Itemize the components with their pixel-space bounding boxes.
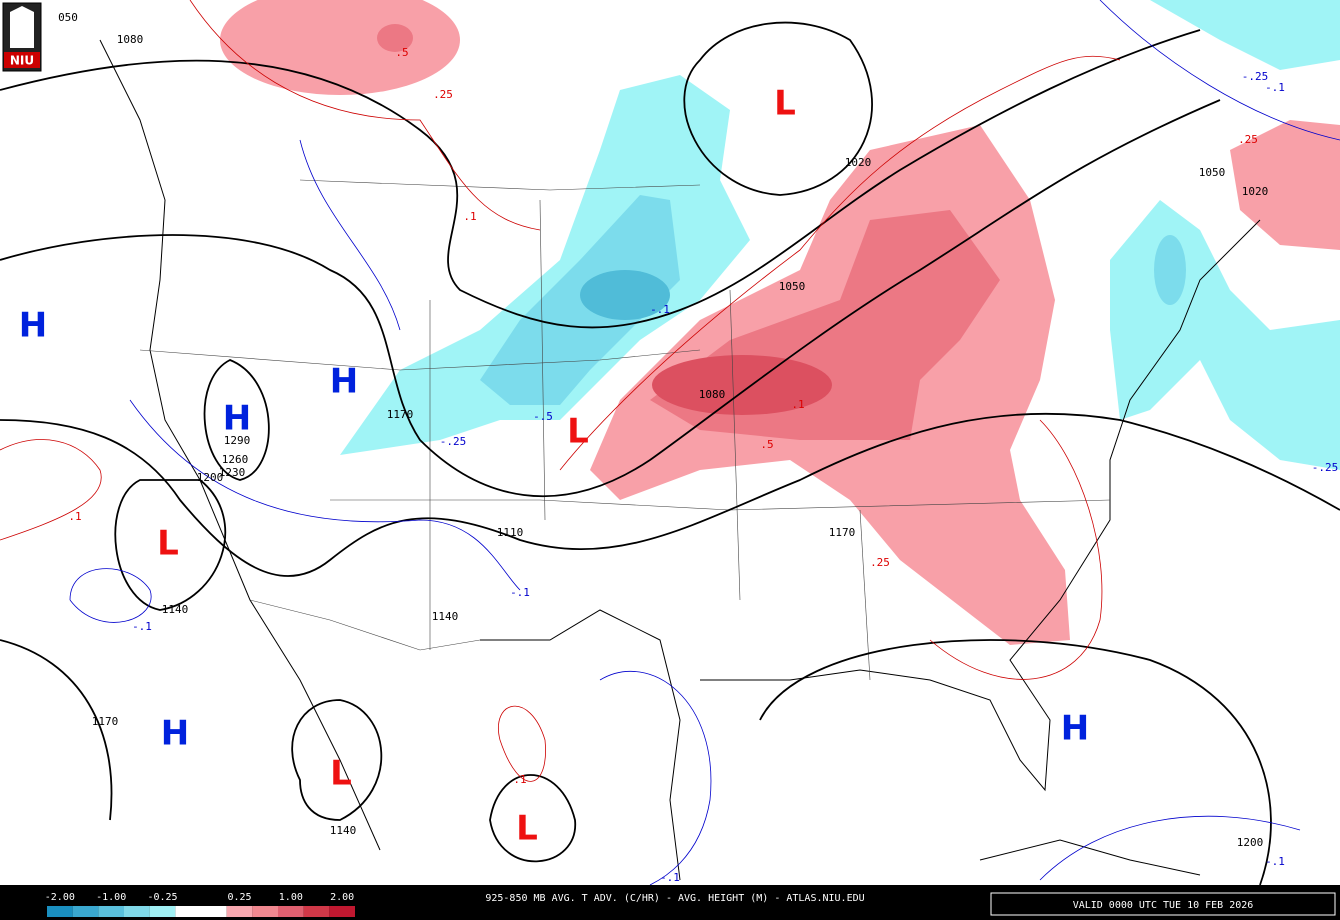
- height-label: 1110: [497, 526, 524, 539]
- height-label: 1140: [162, 603, 189, 616]
- legend-swatch: [252, 906, 278, 917]
- height-label: 1050: [1199, 166, 1226, 179]
- legend-label: 2.00: [330, 892, 354, 903]
- logo: NIU: [2, 2, 42, 72]
- legend-swatch: [278, 906, 304, 917]
- pressure-center: H: [161, 714, 189, 754]
- legend-label: 0.25: [227, 892, 251, 903]
- legend-label: -0.25: [147, 892, 177, 903]
- legend-swatch: [329, 906, 355, 917]
- warm-label: .1: [513, 773, 526, 786]
- hl-group: H H H H H L L L L L: [19, 84, 1089, 849]
- pressure-center: L: [330, 754, 352, 794]
- borders: [139, 179, 1111, 681]
- legend-swatch: [149, 906, 176, 917]
- cold-label-group: -.1 -.5 -.25 -.1 -.1 -.25 -.1 -.25 -.1 -…: [132, 70, 1338, 884]
- warm-label: .1: [791, 398, 804, 411]
- map-title: 925-850 MB AVG. T ADV. (C/HR) - AVG. HEI…: [485, 893, 864, 904]
- legend: -2.00 -1.00 -0.25 0.25 1.00 2.00: [45, 892, 355, 917]
- height-label: 1230: [219, 466, 246, 479]
- cold-label: -.1: [660, 871, 680, 884]
- cold-label: -.1: [1265, 81, 1285, 94]
- pressure-center: L: [516, 809, 538, 849]
- legend-label: 1.00: [279, 892, 303, 903]
- valid-time: VALID 0000 UTC TUE 10 FEB 2026: [1073, 900, 1254, 911]
- height-label: 1020: [845, 156, 872, 169]
- cold-label: -.25: [1312, 461, 1339, 474]
- height-label: 1170: [387, 408, 414, 421]
- pressure-center: L: [774, 84, 796, 124]
- pressure-center: H: [1061, 709, 1089, 749]
- valid-box: [990, 892, 1336, 916]
- warm-label: .5: [760, 438, 773, 451]
- cold-label: -.1: [650, 303, 670, 316]
- warm-label: .5: [395, 46, 408, 59]
- legend-swatch: [47, 906, 73, 917]
- pressure-center: L: [157, 524, 179, 564]
- legend-label: -1.00: [96, 892, 126, 903]
- cold-contours: [69, 0, 1340, 886]
- height-label: 050: [58, 11, 78, 24]
- cold-label: -.25: [440, 435, 467, 448]
- height-label: 1200: [1237, 836, 1264, 849]
- height-label: 1290: [224, 434, 251, 447]
- shading: [220, 0, 1340, 645]
- legend-swatch: [201, 906, 227, 917]
- cold-label: -.1: [510, 586, 530, 599]
- warm-contours: [0, 0, 1121, 782]
- height-contours: [0, 21, 1340, 886]
- height-label: 1170: [92, 715, 119, 728]
- legend-swatch: [124, 906, 150, 917]
- legend-swatch: [175, 906, 201, 917]
- height-label: 1050: [779, 280, 806, 293]
- pressure-center: H: [223, 399, 251, 439]
- legend-swatch: [226, 906, 253, 917]
- height-label: 1260: [222, 453, 249, 466]
- warm-label: .25: [433, 88, 453, 101]
- pressure-center: L: [567, 412, 589, 452]
- cold-label: -.1: [132, 620, 152, 633]
- height-label: 1080: [699, 388, 726, 401]
- pressure-center: H: [19, 306, 47, 346]
- legend-swatch: [303, 906, 330, 917]
- height-label: 1170: [829, 526, 856, 539]
- cold-label: -.1: [1265, 855, 1285, 868]
- pressure-center: H: [330, 362, 358, 402]
- logo-text: NIU: [10, 54, 34, 68]
- height-label-group: 050 1080 1020 1050 1020 1050 1080 1170 1…: [58, 11, 1268, 849]
- height-label: 1080: [117, 33, 144, 46]
- cold-label: -.5: [533, 410, 553, 423]
- warm-label: .1: [68, 510, 81, 523]
- height-label: 1140: [330, 824, 357, 837]
- warm-label: .25: [870, 556, 890, 569]
- height-label: 1020: [1242, 185, 1269, 198]
- legend-swatch: [98, 906, 124, 917]
- cold-label: -.25: [1242, 70, 1269, 83]
- warm-label-group: .5 .25 .1 .1 .1 .5 .25 .25 .1: [68, 46, 1258, 786]
- height-label: 1200: [197, 471, 224, 484]
- legend-swatch: [72, 906, 99, 917]
- warm-label: .1: [463, 210, 476, 223]
- legend-label: -2.00: [45, 892, 75, 903]
- height-label: 1140: [432, 610, 459, 623]
- warm-label: .25: [1238, 133, 1258, 146]
